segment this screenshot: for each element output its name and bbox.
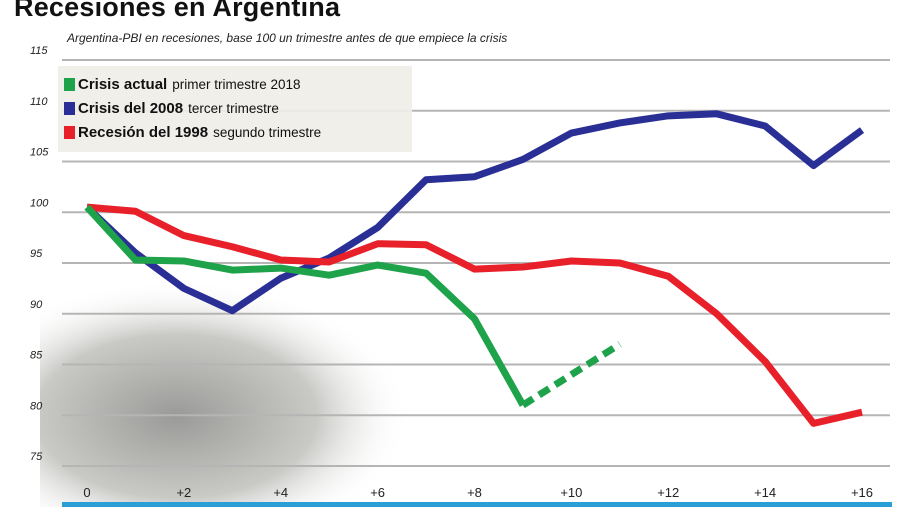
x-tick-label: 0 [83, 485, 90, 500]
series-line-0 [84, 204, 526, 407]
legend-label: Crisis actual [78, 75, 168, 93]
chart-subtitle: Argentina-PBI en recesiones, base 100 un… [67, 31, 508, 45]
y-tick-label: 75 [30, 451, 43, 463]
building-photo [40, 280, 430, 507]
y-tick-label: 105 [30, 147, 49, 159]
x-tick-label: +10 [560, 485, 582, 500]
x-tick-label: +2 [176, 485, 191, 500]
legend-swatch [64, 77, 75, 91]
x-tick-label: +14 [754, 485, 776, 500]
y-tick-label: 90 [30, 299, 43, 311]
legend-swatch [64, 125, 75, 139]
y-tick-label: 100 [30, 197, 49, 209]
series-line-2 [86, 203, 863, 427]
legend-item-crisis-2008: Crisis del 2008 tercer trimestre [58, 96, 412, 120]
legend-label: Recesión del 1998 [78, 123, 209, 141]
x-axis-bar [62, 502, 892, 507]
series-line-1 [84, 110, 865, 315]
legend-detail: primer trimestre 2018 [172, 76, 301, 92]
legend-swatch [64, 101, 75, 115]
legend-item-crisis-actual: Crisis actual primer trimestre 2018 [58, 72, 412, 96]
y-tick-label: 110 [30, 96, 48, 108]
x-tick-label: +8 [467, 485, 482, 500]
legend-label: Crisis del 2008 [78, 99, 184, 117]
series-projection-line [521, 341, 622, 409]
y-tick-label: 80 [30, 400, 43, 412]
legend-detail: segundo trimestre [213, 124, 322, 140]
x-tick-label: +4 [273, 485, 288, 500]
x-tick-label: +6 [370, 485, 385, 500]
x-tick-label: +12 [657, 485, 679, 500]
y-tick-label: 115 [30, 45, 48, 57]
legend-item-recesion-1998: Recesión del 1998 segundo trimestre [58, 120, 412, 144]
legend: Crisis actual primer trimestre 2018 Crisi… [58, 66, 412, 152]
y-tick-label: 95 [30, 248, 43, 260]
x-tick-label: +16 [851, 485, 873, 500]
legend-detail: tercer trimestre [188, 100, 279, 116]
chart-title: Recesiones en Argentina [14, 0, 341, 22]
y-tick-label: 85 [30, 350, 43, 362]
